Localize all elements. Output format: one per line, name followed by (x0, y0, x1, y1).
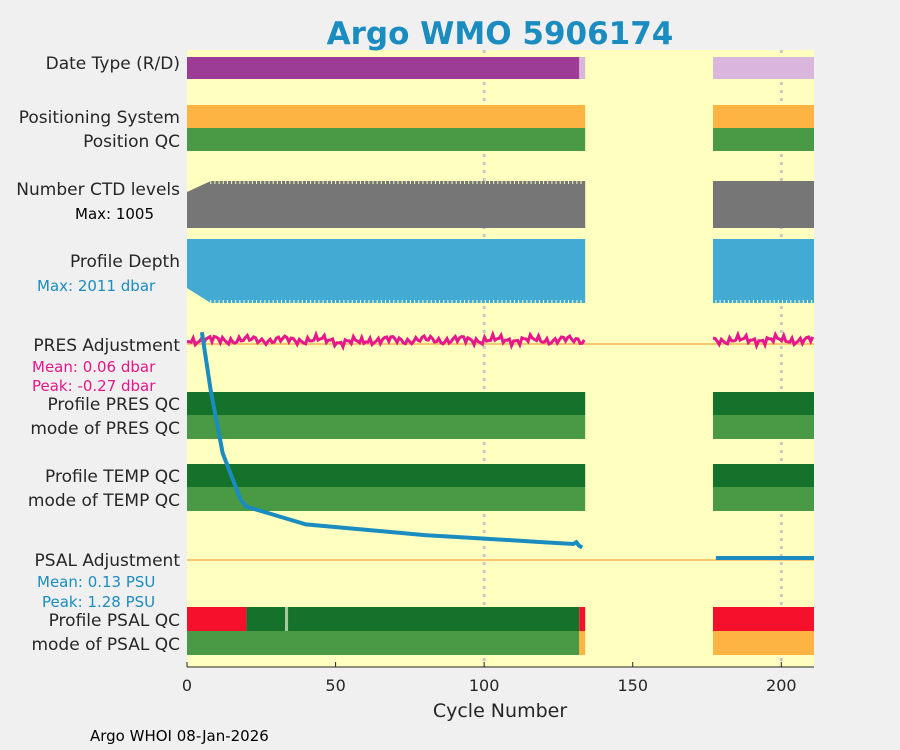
profile-psal-qc-segment-2 (285, 607, 289, 631)
row-label-pres-adjustment: PRES Adjustment (33, 336, 180, 356)
gridlines (482, 50, 783, 667)
mode-psal-qc-segment-0 (187, 631, 580, 655)
bars (187, 57, 814, 655)
psal-adjustment-curve (199, 331, 584, 550)
position-qc-segment-1 (712, 128, 814, 151)
row-label-position-qc: Position QC (83, 132, 180, 152)
profile-psal-qc-segment-1 (246, 607, 286, 631)
positioning-system-segment-0 (187, 105, 586, 128)
position-qc-segment-0 (187, 128, 586, 151)
x-tick-label-100: 100 (469, 676, 500, 695)
x-tick-label-50: 50 (325, 676, 345, 695)
profile-temp-qc-segment-0 (187, 464, 586, 487)
profile-temp-qc-segment-1 (712, 464, 814, 487)
date-type-segment-0 (187, 57, 580, 79)
row-label-positioning-system: Positioning System (19, 108, 180, 128)
row-label-mode-psal-qc: mode of PSAL QC (31, 635, 180, 655)
row-label-profile-temp-qc: Profile TEMP QC (45, 467, 180, 487)
mode-pres-qc-segment-0 (187, 415, 586, 439)
depth-start-ramp (187, 288, 211, 303)
ctd-levels-segment-1 (712, 181, 814, 228)
profile-pres-qc-segment-0 (187, 392, 586, 415)
mode-psal-qc-segment-1 (579, 631, 586, 655)
ctd-levels-segment-0 (187, 181, 586, 228)
x-tick-label-150: 150 (617, 676, 648, 695)
pres-mean-label: Mean: 0.06 dbar (32, 358, 156, 376)
mode-pres-qc-segment-1 (712, 415, 814, 439)
profile-depth-segment-1 (712, 239, 814, 303)
psal-peak-label: Peak: 1.28 PSU (42, 593, 155, 611)
profile-psal-qc-segment-3 (288, 607, 580, 631)
pres-adjustment-line-1 (712, 330, 815, 351)
x-tick-label-0: 0 (182, 676, 192, 695)
depth-max-label: Max: 2011 dbar (37, 277, 156, 295)
footer-credit: Argo WHOI 08-Jan-2026 (90, 727, 269, 745)
chart-title: Argo WMO 5906174 (327, 16, 674, 52)
positioning-system-segment-1 (712, 105, 814, 128)
profile-pres-qc-segment-1 (712, 392, 814, 415)
profile-depth-segment-0 (187, 239, 586, 303)
row-label-mode-temp-qc: mode of TEMP QC (28, 491, 180, 511)
row-label-date-type: Date Type (R/D) (46, 54, 180, 74)
row-label-mode-pres-qc: mode of PRES QC (30, 419, 180, 439)
row-label-profile-depth: Profile Depth (70, 252, 180, 272)
x-axis-label: Cycle Number (433, 700, 567, 722)
x-tick-label-200: 200 (766, 676, 797, 695)
profile-psal-qc-segment-0 (187, 607, 247, 631)
adjustment-lines (186, 329, 815, 561)
profile-psal-qc-segment-5 (712, 607, 814, 631)
x-axis-ticks: 0 50 100 150 200 (182, 662, 797, 695)
row-label-ctd-levels: Number CTD levels (16, 180, 180, 200)
pres-adjustment-line-0 (186, 329, 586, 352)
ctd-start-ramp (187, 181, 211, 192)
ctd-max-label: Max: 1005 (75, 205, 154, 223)
date-type-segment-2 (712, 57, 814, 79)
row-label-psal-adjustment: PSAL Adjustment (35, 551, 181, 571)
mode-temp-qc-segment-1 (712, 487, 814, 511)
row-label-profile-psal-qc: Profile PSAL QC (49, 611, 180, 631)
mode-psal-qc-segment-2 (712, 631, 814, 655)
profile-psal-qc-segment-4 (579, 607, 586, 631)
pres-peak-label: Peak: -0.27 dbar (32, 377, 156, 395)
date-type-segment-1 (579, 57, 586, 79)
psal-mean-label: Mean: 0.13 PSU (37, 573, 155, 591)
row-label-profile-pres-qc: Profile PRES QC (47, 395, 180, 415)
plot-area (187, 50, 814, 667)
